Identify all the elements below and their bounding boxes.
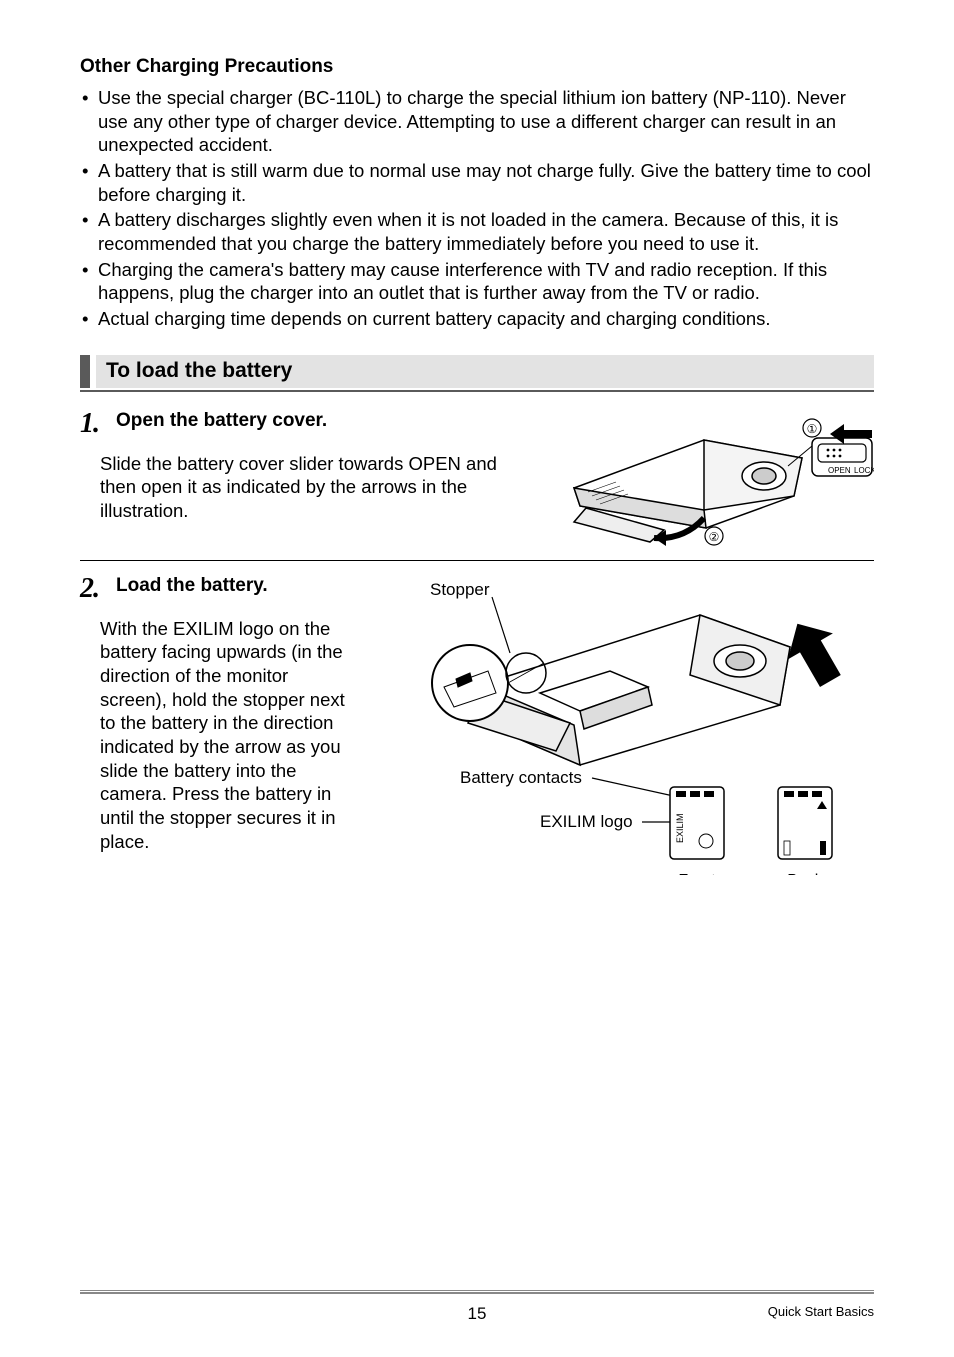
footer-rule bbox=[80, 1290, 874, 1294]
subsection-header: To load the battery bbox=[80, 355, 874, 392]
footer-section-label: Quick Start Basics bbox=[768, 1304, 874, 1319]
accent-bar bbox=[80, 355, 90, 388]
step-text: With the EXILIM logo on the battery faci… bbox=[80, 617, 350, 854]
front-label: Front bbox=[678, 872, 716, 875]
svg-text:EXILIM: EXILIM bbox=[675, 813, 685, 843]
bullet-item: Charging the camera's battery may cause … bbox=[80, 258, 874, 305]
step-number: 2 bbox=[80, 575, 110, 603]
step-1: 1 Open the battery cover. Slide the batt… bbox=[80, 410, 874, 550]
subsection-title: To load the battery bbox=[96, 355, 874, 388]
open-label: OPEN bbox=[828, 466, 851, 475]
back-label: Back bbox=[787, 872, 824, 875]
step-title: Open the battery cover. bbox=[116, 410, 538, 432]
callout-1-label: ① bbox=[807, 422, 818, 436]
lock-label: LOCK bbox=[854, 466, 874, 475]
exilim-logo-label: EXILIM logo bbox=[540, 812, 633, 831]
step-2: 2 Load the battery. With the EXILIM logo… bbox=[80, 575, 874, 880]
precautions-section: Other Charging Precautions Use the speci… bbox=[80, 56, 874, 331]
bullet-item: A battery that is still warm due to norm… bbox=[80, 159, 874, 206]
section-heading: Other Charging Precautions bbox=[80, 56, 874, 78]
step-text: Slide the battery cover slider towards O… bbox=[80, 452, 538, 523]
callout-2-label: ② bbox=[709, 530, 720, 544]
battery-cover-figure: ② ① OPEN LOCK bbox=[554, 410, 874, 550]
step-number: 1 bbox=[80, 410, 110, 438]
divider bbox=[80, 560, 874, 561]
bullet-item: Actual charging time depends on current … bbox=[80, 307, 874, 331]
page-footer: 15 Quick Start Basics bbox=[80, 1290, 874, 1319]
contacts-label: Battery contacts bbox=[460, 768, 582, 787]
bullet-item: Use the special charger (BC-110L) to cha… bbox=[80, 86, 874, 157]
underline bbox=[80, 390, 874, 392]
page-number: 15 bbox=[468, 1304, 487, 1324]
stopper-label: Stopper bbox=[430, 580, 490, 599]
load-battery-figure: Stopper Battery contacts EXILIM logo bbox=[360, 575, 874, 880]
step-title: Load the battery. bbox=[116, 575, 350, 597]
bullet-item: A battery discharges slightly even when … bbox=[80, 208, 874, 255]
bullet-list: Use the special charger (BC-110L) to cha… bbox=[80, 86, 874, 331]
